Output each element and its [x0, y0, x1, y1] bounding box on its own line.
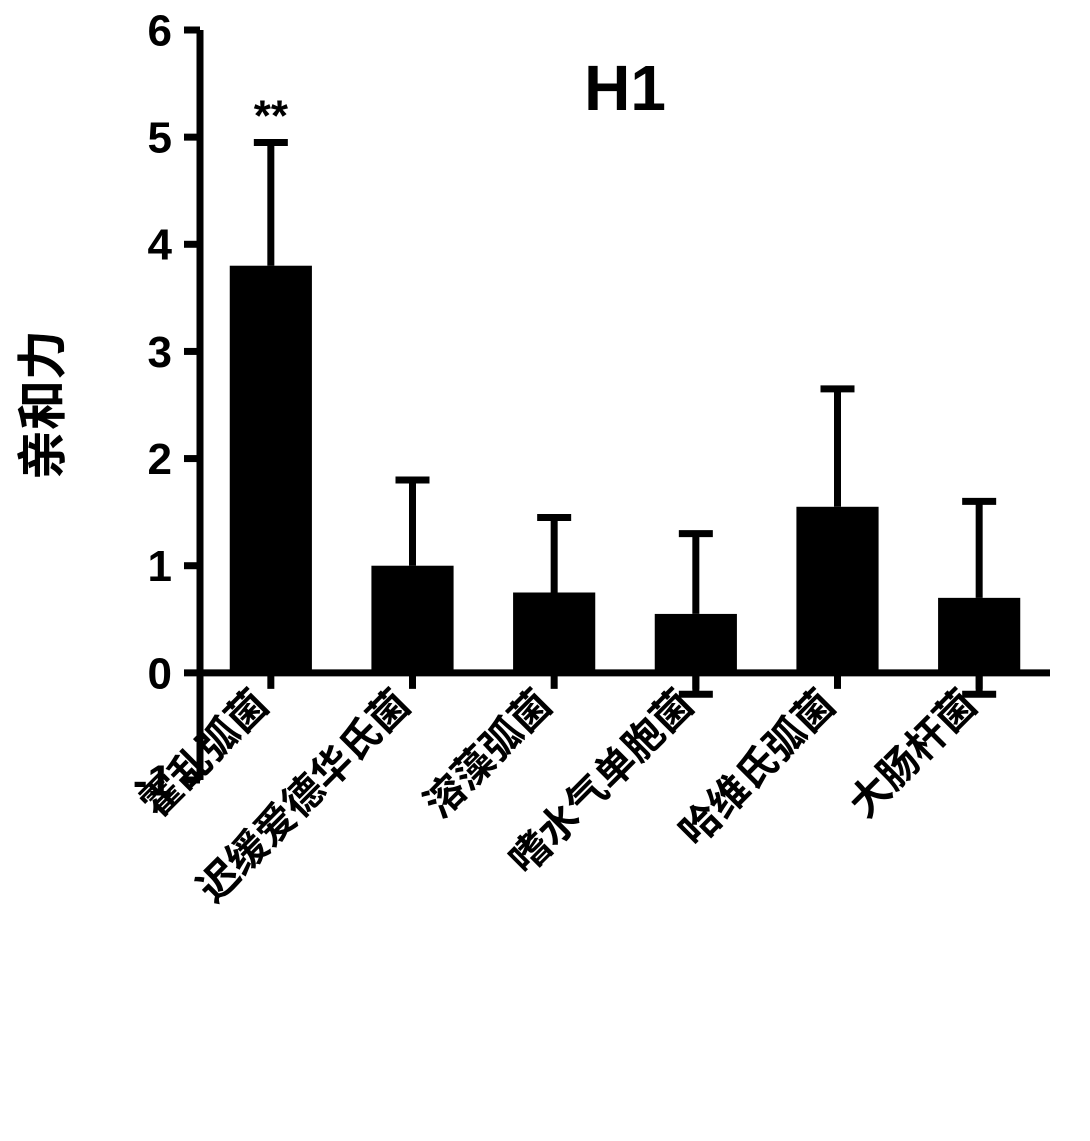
y-tick-label: 3 — [148, 328, 172, 377]
bar-4 — [796, 507, 878, 673]
bar-2 — [513, 593, 595, 673]
significance-marker-0: ** — [254, 92, 289, 141]
y-axis-label: 亲和力 — [3, 330, 75, 480]
y-tick-label: 6 — [148, 6, 172, 55]
bar-1 — [371, 566, 453, 673]
y-tick-label: 1 — [148, 542, 172, 591]
y-tick-label: 4 — [148, 221, 173, 270]
chart-container: **-10123456霍乱弧菌迟缓爱德华氏菌溶藻弧菌嗜水气单胞菌哈维氏弧菌大肠杆… — [0, 0, 1090, 1141]
y-tick-label: 5 — [148, 114, 172, 163]
y-tick-label: 2 — [148, 435, 172, 484]
bar-5 — [938, 598, 1020, 673]
bar-0 — [230, 266, 312, 673]
y-tick-label: 0 — [148, 649, 172, 698]
chart-title: H1 — [584, 52, 666, 124]
bar-chart-svg: **-10123456霍乱弧菌迟缓爱德华氏菌溶藻弧菌嗜水气单胞菌哈维氏弧菌大肠杆… — [0, 0, 1090, 1141]
bar-3 — [655, 614, 737, 673]
